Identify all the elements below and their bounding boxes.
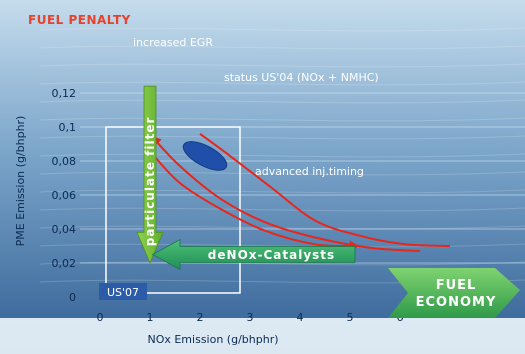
background-stripe bbox=[39, 63, 525, 68]
y-tick-label: 0 bbox=[69, 291, 76, 304]
us07-label: US'07 bbox=[99, 283, 147, 300]
x-tick-label: 3 bbox=[247, 311, 254, 324]
chart-title: FUEL PENALTY bbox=[28, 13, 131, 27]
background-stripe bbox=[39, 153, 525, 158]
background-stripe bbox=[39, 189, 525, 194]
tradeoff-curves bbox=[151, 132, 451, 253]
background-stripes bbox=[39, 27, 525, 284]
x-tick-label: 5 bbox=[347, 311, 354, 324]
background-stripe bbox=[39, 45, 525, 50]
y-tick-label: 0,02 bbox=[52, 257, 77, 270]
background-stripe bbox=[39, 99, 525, 104]
particulate-filter-arrow: particulate filter bbox=[136, 85, 164, 265]
y-axis-title: PME Emission (g/bhphr) bbox=[14, 116, 27, 247]
y-axis-ticks: 0 0,02 0,04 0,06 0,08 0,1 0,12 bbox=[52, 87, 77, 304]
advanced-timing-label: advanced inj.timing bbox=[255, 165, 364, 178]
status-us04-label: status US'04 (NOx + NMHC) bbox=[224, 71, 379, 84]
background-stripe bbox=[39, 135, 525, 140]
particulate-filter-label: particulate filter bbox=[143, 117, 157, 247]
background-stripe bbox=[39, 171, 525, 176]
tradeoff-curve bbox=[151, 135, 421, 253]
tradeoff-curve bbox=[151, 153, 360, 251]
x-tick-label: 2 bbox=[197, 311, 204, 324]
us04-status-ellipse bbox=[182, 141, 228, 171]
x-tick-label: 4 bbox=[297, 311, 304, 324]
y-tick-label: 0,04 bbox=[52, 223, 77, 236]
fuel-economy-line2: ECONOMY bbox=[416, 295, 497, 310]
background-stripe bbox=[39, 243, 525, 248]
denox-label: deNOx-Catalysts bbox=[208, 248, 335, 262]
x-tick-label: 0 bbox=[97, 311, 104, 324]
background-stripe bbox=[39, 261, 525, 266]
background-stripe bbox=[39, 225, 525, 230]
background-stripe bbox=[39, 81, 525, 86]
background-stripe bbox=[39, 207, 525, 212]
fuel-economy-arrow: FUEL ECONOMY bbox=[388, 268, 520, 318]
x-tick-label: 1 bbox=[147, 311, 154, 324]
x-axis-title: NOx Emission (g/bhphr) bbox=[147, 333, 278, 346]
denox-arrow: deNOx-Catalysts bbox=[151, 238, 356, 271]
tradeoff-curve bbox=[199, 132, 451, 247]
y-tick-label: 0,12 bbox=[52, 87, 77, 100]
us07-text: US'07 bbox=[107, 286, 139, 299]
fuel-economy-line1: FUEL bbox=[436, 278, 477, 293]
y-tick-label: 0,08 bbox=[52, 155, 77, 168]
increased-egr-label: increased EGR bbox=[133, 36, 213, 49]
y-tick-label: 0,1 bbox=[59, 121, 77, 134]
y-tick-label: 0,06 bbox=[52, 189, 77, 202]
background-stripe bbox=[39, 27, 525, 32]
background-stripe bbox=[39, 117, 525, 122]
